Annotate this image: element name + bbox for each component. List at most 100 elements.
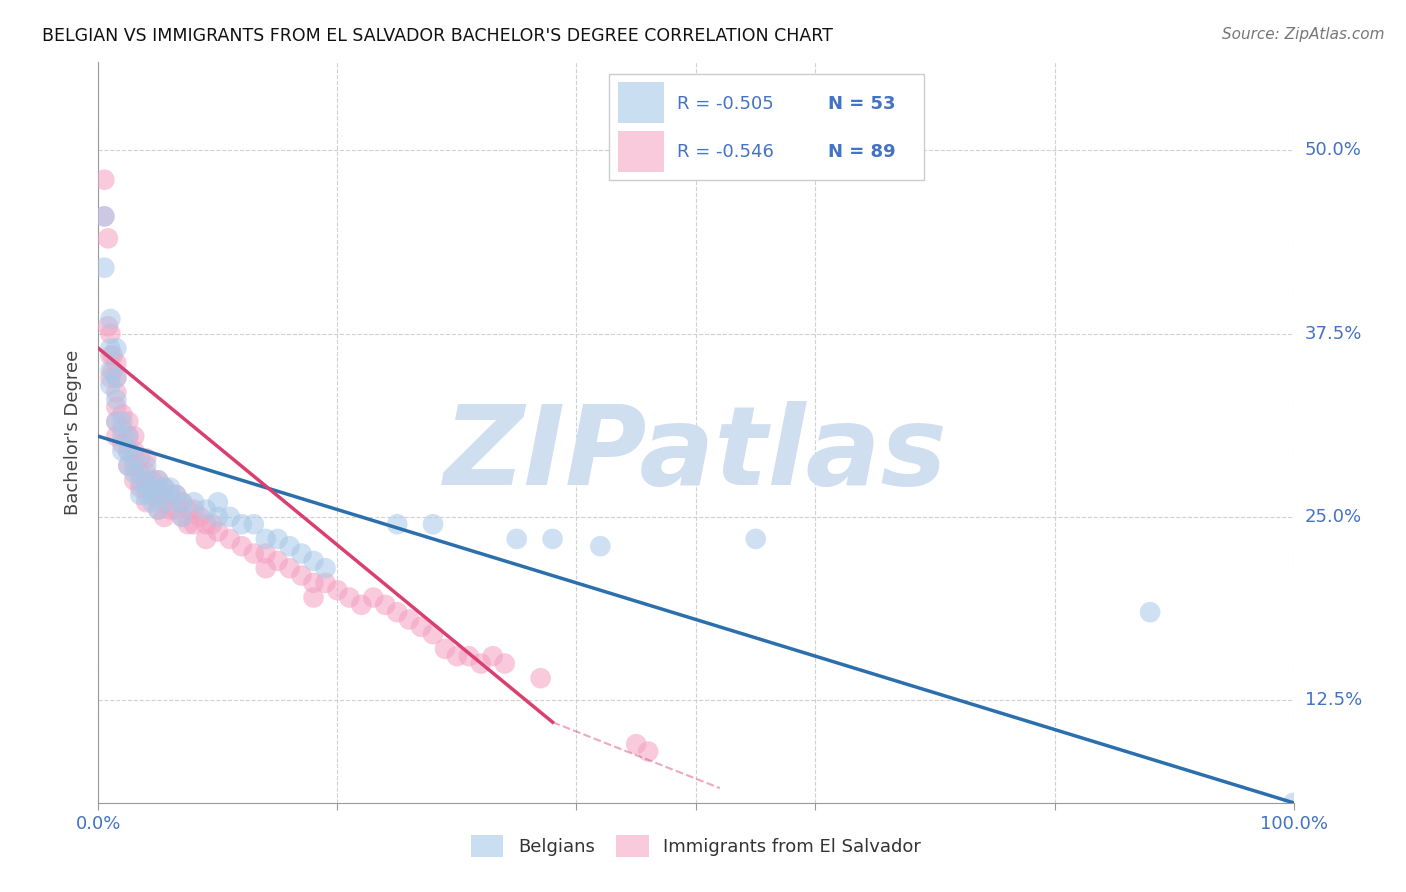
Point — [363, 591, 385, 605]
Point — [135, 481, 157, 495]
FancyBboxPatch shape — [617, 131, 664, 172]
Point — [97, 231, 120, 245]
Point — [101, 363, 124, 377]
Point — [98, 326, 122, 341]
Point — [159, 488, 181, 502]
Point — [172, 495, 194, 509]
Point — [172, 510, 194, 524]
Point — [111, 422, 134, 436]
FancyBboxPatch shape — [617, 82, 664, 123]
Point — [111, 415, 134, 429]
Point — [254, 532, 277, 546]
Point — [111, 444, 134, 458]
Point — [254, 561, 277, 575]
Point — [93, 210, 115, 224]
Point — [105, 341, 128, 355]
Point — [745, 532, 768, 546]
Point — [506, 532, 529, 546]
Point — [135, 473, 157, 487]
Point — [93, 260, 115, 275]
Point — [153, 510, 176, 524]
Point — [1139, 605, 1161, 619]
Point — [153, 481, 176, 495]
Point — [302, 575, 325, 590]
Point — [117, 429, 139, 443]
Point — [385, 517, 409, 532]
Point — [105, 392, 128, 407]
Point — [105, 415, 128, 429]
Point — [195, 532, 218, 546]
Point — [254, 547, 277, 561]
Text: N = 53: N = 53 — [828, 95, 896, 112]
Point — [291, 568, 314, 582]
Point — [278, 561, 301, 575]
Point — [117, 415, 139, 429]
Point — [124, 466, 146, 480]
Point — [148, 473, 170, 487]
Point — [148, 488, 170, 502]
Point — [195, 502, 218, 516]
Point — [207, 524, 229, 539]
Point — [315, 575, 337, 590]
Point — [129, 473, 152, 487]
Point — [326, 583, 349, 598]
Y-axis label: Bachelor's Degree: Bachelor's Degree — [65, 350, 83, 516]
Point — [188, 510, 211, 524]
Point — [470, 657, 492, 671]
Text: 37.5%: 37.5% — [1305, 325, 1362, 343]
Point — [124, 458, 146, 473]
Point — [183, 495, 205, 509]
Point — [124, 451, 146, 466]
Point — [124, 473, 146, 487]
Point — [411, 620, 433, 634]
Point — [117, 444, 139, 458]
Point — [97, 319, 120, 334]
Point — [626, 737, 648, 751]
Point — [105, 370, 128, 384]
Point — [124, 444, 146, 458]
Point — [207, 495, 229, 509]
Point — [350, 598, 373, 612]
Point — [153, 495, 176, 509]
Point — [231, 539, 253, 553]
Point — [148, 473, 170, 487]
Text: R = -0.546: R = -0.546 — [676, 143, 773, 161]
Point — [219, 532, 242, 546]
Point — [219, 510, 242, 524]
Point — [165, 488, 187, 502]
Point — [589, 539, 612, 553]
Point — [117, 458, 139, 473]
Text: BELGIAN VS IMMIGRANTS FROM EL SALVADOR BACHELOR'S DEGREE CORRELATION CHART: BELGIAN VS IMMIGRANTS FROM EL SALVADOR B… — [42, 27, 832, 45]
Point — [159, 481, 181, 495]
Point — [422, 517, 444, 532]
Point — [278, 539, 301, 553]
Point — [135, 451, 157, 466]
Point — [101, 349, 124, 363]
Text: 50.0%: 50.0% — [1305, 142, 1361, 160]
Point — [398, 613, 420, 627]
Point — [117, 458, 139, 473]
Point — [141, 488, 163, 502]
Point — [117, 444, 139, 458]
Point — [141, 481, 163, 495]
Point — [141, 495, 163, 509]
Text: ZIPatlas: ZIPatlas — [444, 401, 948, 508]
Point — [243, 547, 266, 561]
Point — [124, 429, 146, 443]
Legend: Belgians, Immigrants from El Salvador: Belgians, Immigrants from El Salvador — [464, 828, 928, 864]
Point — [177, 517, 200, 532]
Point — [129, 466, 152, 480]
Point — [98, 370, 122, 384]
Point — [117, 429, 139, 443]
Point — [93, 172, 115, 186]
Point — [183, 502, 205, 516]
Point — [135, 495, 157, 509]
Point — [243, 517, 266, 532]
Point — [530, 671, 553, 685]
Point — [165, 502, 187, 516]
Point — [148, 502, 170, 516]
Point — [148, 488, 170, 502]
Point — [172, 510, 194, 524]
Point — [159, 495, 181, 509]
Point — [339, 591, 361, 605]
